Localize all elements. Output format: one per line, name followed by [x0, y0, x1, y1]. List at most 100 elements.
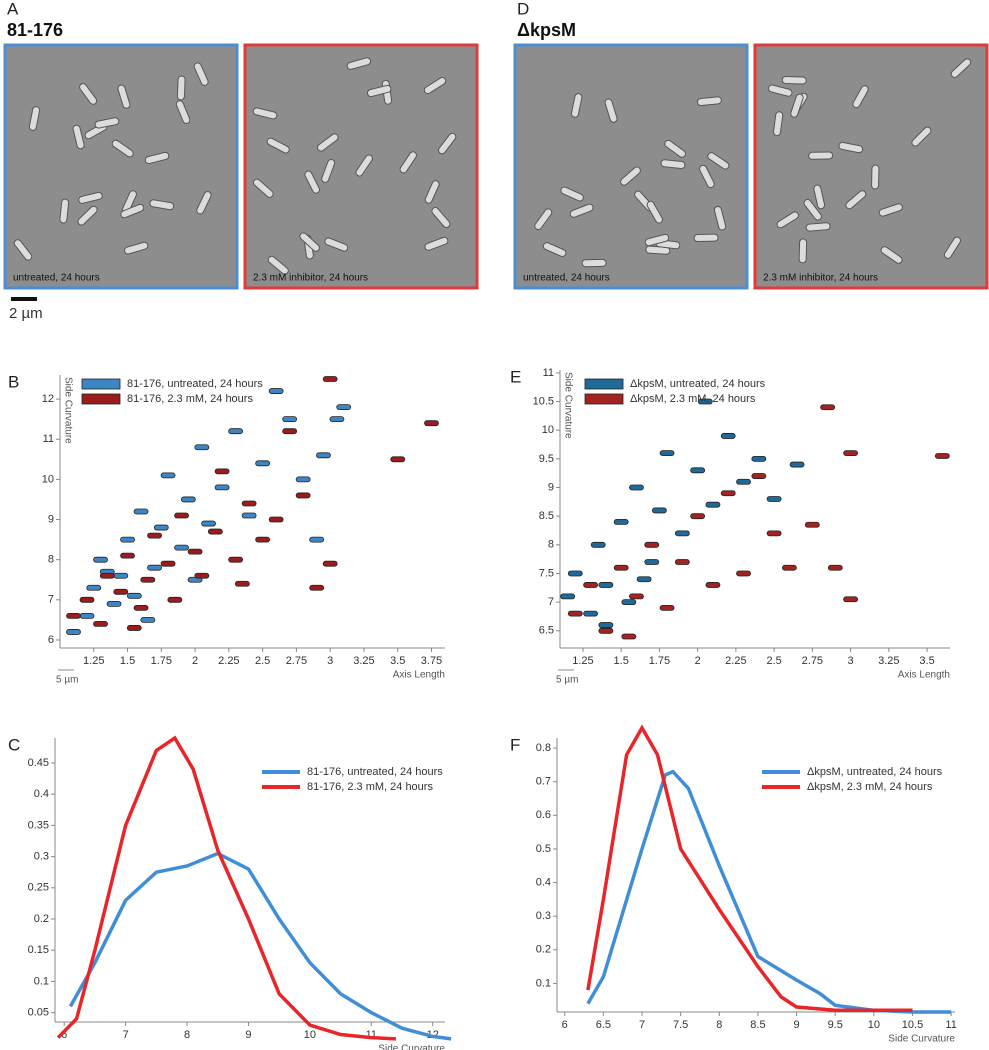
y-tick-label: 0.6 — [536, 809, 551, 821]
scatter-point — [282, 416, 298, 423]
scatter-point — [187, 548, 203, 555]
panel-title: 81-176 — [7, 20, 63, 40]
scatter-point — [241, 512, 257, 519]
y-tick-label: 0.4 — [34, 788, 49, 800]
y-tick-label: 0.3 — [536, 910, 551, 922]
legend-label: 81-176, 2.3 mM, 24 hours — [307, 781, 433, 793]
x-axis-label: Axis Length — [393, 670, 445, 681]
bacterium — [424, 236, 449, 251]
scatter-point — [255, 460, 271, 467]
x-tick-label: 3.25 — [353, 655, 374, 667]
scatter-point — [241, 500, 257, 507]
scatter-point — [93, 621, 108, 627]
scatter-point — [804, 521, 820, 528]
bacterium — [399, 151, 417, 174]
bacterium — [117, 84, 131, 109]
bacterium — [664, 139, 687, 158]
bacterium — [366, 84, 392, 98]
bacterium — [911, 126, 932, 147]
x-tick-label: 3.25 — [878, 655, 899, 667]
y-tick-label: 6 — [48, 634, 54, 646]
x-tick-label: 11 — [366, 1029, 377, 1041]
scatter-point — [336, 404, 352, 411]
scatter-point — [424, 420, 439, 427]
scatter-point — [167, 596, 183, 603]
scatter-point — [843, 450, 858, 457]
bacterium — [542, 242, 567, 257]
scatter-point — [674, 530, 690, 537]
bacterium — [644, 233, 670, 247]
y-tick-label: 11 — [543, 367, 554, 379]
scatter-point — [66, 612, 81, 619]
bacterium — [266, 137, 290, 154]
density-line — [56, 735, 396, 1041]
bacterium — [77, 205, 98, 226]
legend-swatch — [584, 393, 624, 405]
panel-letter: E — [510, 367, 521, 386]
image-caption: untreated, 24 hours — [523, 273, 610, 284]
bacterium — [193, 62, 209, 86]
bacterium — [324, 237, 349, 252]
scatter-point — [629, 484, 644, 491]
y-tick-label: 0.8 — [536, 742, 551, 754]
scatter-point — [133, 508, 149, 515]
scatter-point — [228, 428, 244, 435]
scale-label: 5 µm — [56, 675, 78, 686]
bacterium — [772, 111, 784, 137]
scatter-point — [228, 556, 244, 563]
scatter-point — [390, 456, 406, 463]
scatter-point — [113, 588, 129, 595]
density-line — [586, 769, 952, 1014]
y-tick-label: 12 — [42, 393, 54, 405]
y-tick-label: 0.5 — [536, 843, 551, 855]
scatter-point — [309, 584, 325, 591]
legend-label: 81-176, untreated, 24 hours — [307, 766, 443, 778]
x-tick-label: 1.75 — [151, 655, 172, 667]
scatter-point — [147, 532, 162, 539]
panel-title: ΔkpsM — [517, 20, 576, 40]
bacterium — [299, 232, 320, 252]
scale-label: 5 µm — [556, 675, 578, 686]
scatter-point — [934, 453, 950, 459]
x-tick-label: 2.75 — [802, 655, 823, 667]
scatter-point — [180, 496, 196, 503]
y-tick-label: 0.15 — [28, 944, 49, 956]
y-tick-label: 7 — [48, 594, 54, 606]
scatter-point — [322, 560, 338, 567]
panel-letter: C — [8, 735, 20, 754]
x-tick-label: 11 — [945, 1019, 956, 1031]
scatter-point — [174, 544, 189, 551]
scatter-point — [590, 541, 606, 548]
scatter-point — [234, 580, 250, 587]
panel-letter: F — [510, 735, 520, 754]
scatter-point — [613, 564, 629, 571]
x-tick-label: 3.75 — [421, 655, 442, 667]
scatter-point — [789, 461, 805, 468]
scatter-point — [659, 604, 675, 611]
x-tick-label: 3.5 — [919, 655, 934, 667]
bacterium — [304, 170, 321, 194]
x-tick-label: 10.5 — [902, 1019, 923, 1031]
legend-label: 81-176, 2.3 mM, 24 hours — [127, 393, 253, 405]
scatter-point — [255, 536, 271, 543]
legend-swatch — [81, 378, 121, 390]
scatter-point — [106, 600, 122, 607]
scatter-point — [598, 627, 614, 634]
bacterium — [781, 75, 807, 85]
y-axis-label: Side Curvature — [62, 377, 73, 444]
bacterium — [798, 238, 808, 264]
y-tick-label: 9 — [48, 513, 54, 525]
bacterium — [620, 166, 641, 186]
scatter-point — [295, 476, 311, 483]
x-tick-label: 2 — [192, 655, 198, 667]
y-tick-label: 8 — [48, 554, 54, 566]
x-tick-label: 2.75 — [286, 655, 307, 667]
scatter-point — [560, 593, 576, 600]
bacterium — [176, 75, 186, 101]
scatter-point — [207, 528, 223, 535]
x-tick-label: 6 — [61, 1029, 67, 1041]
bacterium — [175, 100, 191, 124]
x-tick-label: 10 — [304, 1029, 316, 1041]
scatter-point — [120, 552, 135, 559]
bacterium — [950, 58, 972, 78]
